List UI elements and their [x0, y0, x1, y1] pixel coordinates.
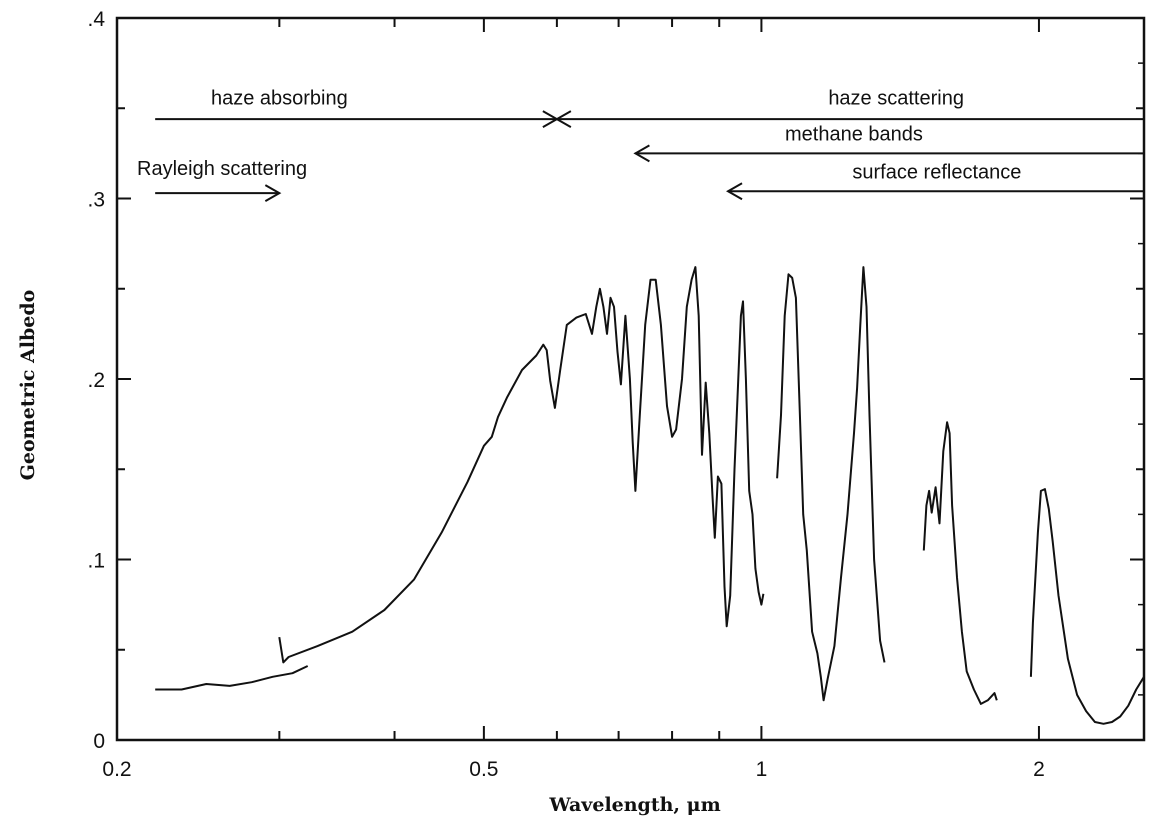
x-tick-label: 1 [756, 758, 768, 781]
tick-marks [116, 17, 1144, 741]
y-tick-label: .1 [87, 550, 105, 573]
x-tick-label: 0.5 [469, 758, 498, 781]
annotation-label: surface reflectance [852, 162, 1021, 184]
x-tick-label: 2 [1033, 758, 1045, 781]
x-tick-label: 0.2 [102, 758, 131, 781]
annotation-arrowhead [264, 184, 282, 202]
spectrum-line [776, 266, 886, 702]
x-axis-title: Wavelength, μm [548, 794, 720, 816]
y-tick-label: .3 [87, 189, 105, 212]
annotation-arrowhead [633, 144, 650, 163]
spectrum-line [155, 665, 309, 691]
spectrum-line [1029, 488, 1145, 725]
y-axis-title: Geometric Albedo [17, 290, 39, 481]
annotation-label: methane bands [785, 124, 923, 146]
spectrum-line [278, 266, 765, 664]
annotations: haze absorbing haze scattering methane ban… [137, 88, 1144, 202]
annotation-arrowhead [554, 110, 572, 128]
annotation-label: haze scattering [828, 88, 964, 110]
y-tick-label: .4 [87, 8, 105, 31]
spectrum-line [922, 421, 998, 705]
annotation-label: Rayleigh scattering [137, 158, 307, 180]
y-tick-label: 0 [93, 730, 105, 753]
data-series [155, 266, 1145, 725]
y-tick-label: .2 [87, 369, 105, 392]
tick-labels: 0.2 0.5 1 2 0 .1 .2 .3 .4 [87, 8, 1044, 781]
annotation-arrowhead [726, 182, 743, 201]
annotation-label: haze absorbing [211, 88, 348, 110]
